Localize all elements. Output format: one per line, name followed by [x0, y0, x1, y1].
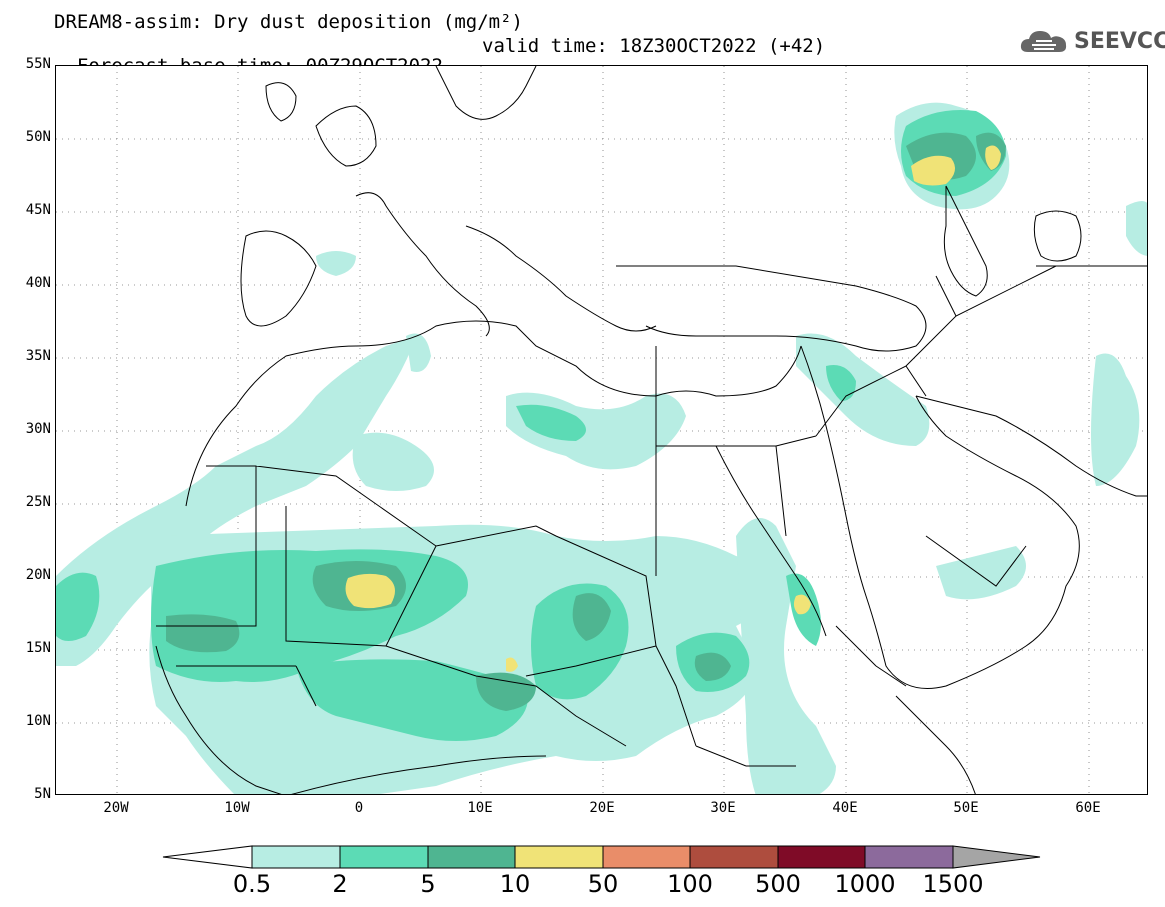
colorbar-swatch-6	[777, 845, 866, 869]
lon-label-20e: 20E	[589, 800, 615, 816]
colorbar-swatch-5	[689, 845, 779, 869]
colorbar	[162, 845, 1041, 869]
lon-label-30e: 30E	[710, 800, 736, 816]
colorbar-label-5: 5	[420, 870, 436, 898]
lon-label-50e: 50E	[953, 800, 979, 816]
seevccc-logo: SEEVCCC	[1018, 26, 1165, 56]
logo-text: SEEVCCC	[1074, 28, 1165, 54]
colorbar-label-2: 2	[332, 870, 348, 898]
map-panel	[55, 65, 1148, 795]
lat-label-30n: 30N	[25, 421, 51, 437]
cloud-icon	[1020, 31, 1067, 52]
lat-label-50n: 50N	[25, 129, 51, 145]
colorbar-swatch-0	[251, 845, 341, 869]
colorbar-label-10: 10	[499, 870, 531, 898]
lat-label-45n: 45N	[25, 202, 51, 218]
lat-label-20n: 20N	[25, 567, 51, 583]
lat-label-5n: 5N	[34, 786, 51, 802]
valid-time: valid time: 18Z30OCT2022 (+42)	[482, 35, 826, 57]
lat-label-10n: 10N	[25, 713, 51, 729]
colorbar-swatch-1	[339, 845, 429, 869]
dust-deposition-map	[56, 66, 1147, 794]
coastlines-and-borders	[155, 66, 1147, 794]
colorbar-swatch-2	[427, 845, 516, 869]
colorbar-under-triangle	[162, 845, 253, 869]
lat-label-25n: 25N	[25, 494, 51, 510]
colorbar-label-500: 500	[755, 870, 801, 898]
colorbar-over-triangle	[952, 845, 1041, 869]
lon-label-20w: 20W	[103, 800, 129, 816]
dust-level-0-5	[56, 102, 1147, 794]
colorbar-swatch-4	[602, 845, 691, 869]
colorbar-label-0-5: 0.5	[232, 870, 272, 898]
lon-label-0: 0	[354, 800, 364, 816]
lon-label-10e: 10E	[467, 800, 493, 816]
lat-label-40n: 40N	[25, 275, 51, 291]
colorbar-swatch-3	[514, 845, 604, 869]
lat-label-15n: 15N	[25, 640, 51, 656]
lat-label-55n: 55N	[25, 56, 51, 72]
colorbar-label-1000: 1000	[834, 870, 896, 898]
colorbar-swatch-7	[864, 845, 954, 869]
lon-label-10w: 10W	[224, 800, 250, 816]
map-title: DREAM8-assim: Dry dust deposition (mg/m²…	[54, 11, 523, 33]
lat-label-35n: 35N	[25, 348, 51, 364]
colorbar-label-1500: 1500	[922, 870, 984, 898]
colorbar-label-100: 100	[667, 870, 713, 898]
colorbar-label-50: 50	[587, 870, 619, 898]
dust-level-10	[345, 145, 1001, 672]
lon-label-40e: 40E	[832, 800, 858, 816]
lon-label-60e: 60E	[1075, 800, 1101, 816]
